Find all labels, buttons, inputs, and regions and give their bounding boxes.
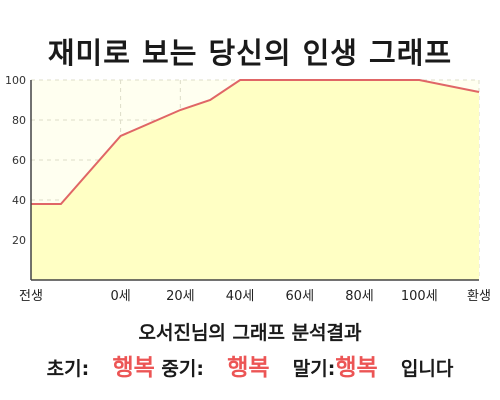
y-axis-ticks: 20 40 60 80 100 [5,74,26,247]
x-axis-ticks: 전생 0세 20세 40세 60세 80세 100세 환생 [19,289,491,304]
y-tick-label: 100 [5,74,26,87]
y-tick-label: 60 [12,154,26,167]
late-label: 말기: [292,358,336,380]
x-tick-label: 100세 [401,289,438,304]
result-title: 오서진님의 그래프 분석결과 [138,322,362,344]
life-graph-chart: 20 40 60 80 100 전생 0세 20세 40세 60세 80세 100세 환생 [5,74,491,304]
x-tick-label: 60세 [286,289,315,304]
x-tick-label: 환생 [467,289,491,304]
suffix-text: 입니다 [400,358,454,380]
y-tick-label: 20 [12,234,26,247]
axes [30,80,479,281]
y-tick-label: 40 [12,194,26,207]
chart-title: 재미로 보는 당신의 인생 그래프 [47,36,453,70]
x-tick-label: 전생 [19,289,43,304]
x-tick-label: 80세 [345,289,374,304]
middle-label: 중기: [161,358,204,380]
middle-value: 행복 [227,355,270,381]
early-label: 초기: [46,358,90,380]
life-line [31,79,480,205]
life-area-fill [31,80,479,280]
x-tick-label: 40세 [226,289,255,304]
x-tick-label: 20세 [166,289,195,304]
early-value: 행복 [112,355,155,381]
result-summary: 초기: 행복 중기: 행복 말기:행복 입니다 [0,348,500,382]
x-tick-label: 0세 [110,289,130,304]
late-value: 행복 [335,355,378,381]
y-tick-label: 80 [12,114,26,127]
